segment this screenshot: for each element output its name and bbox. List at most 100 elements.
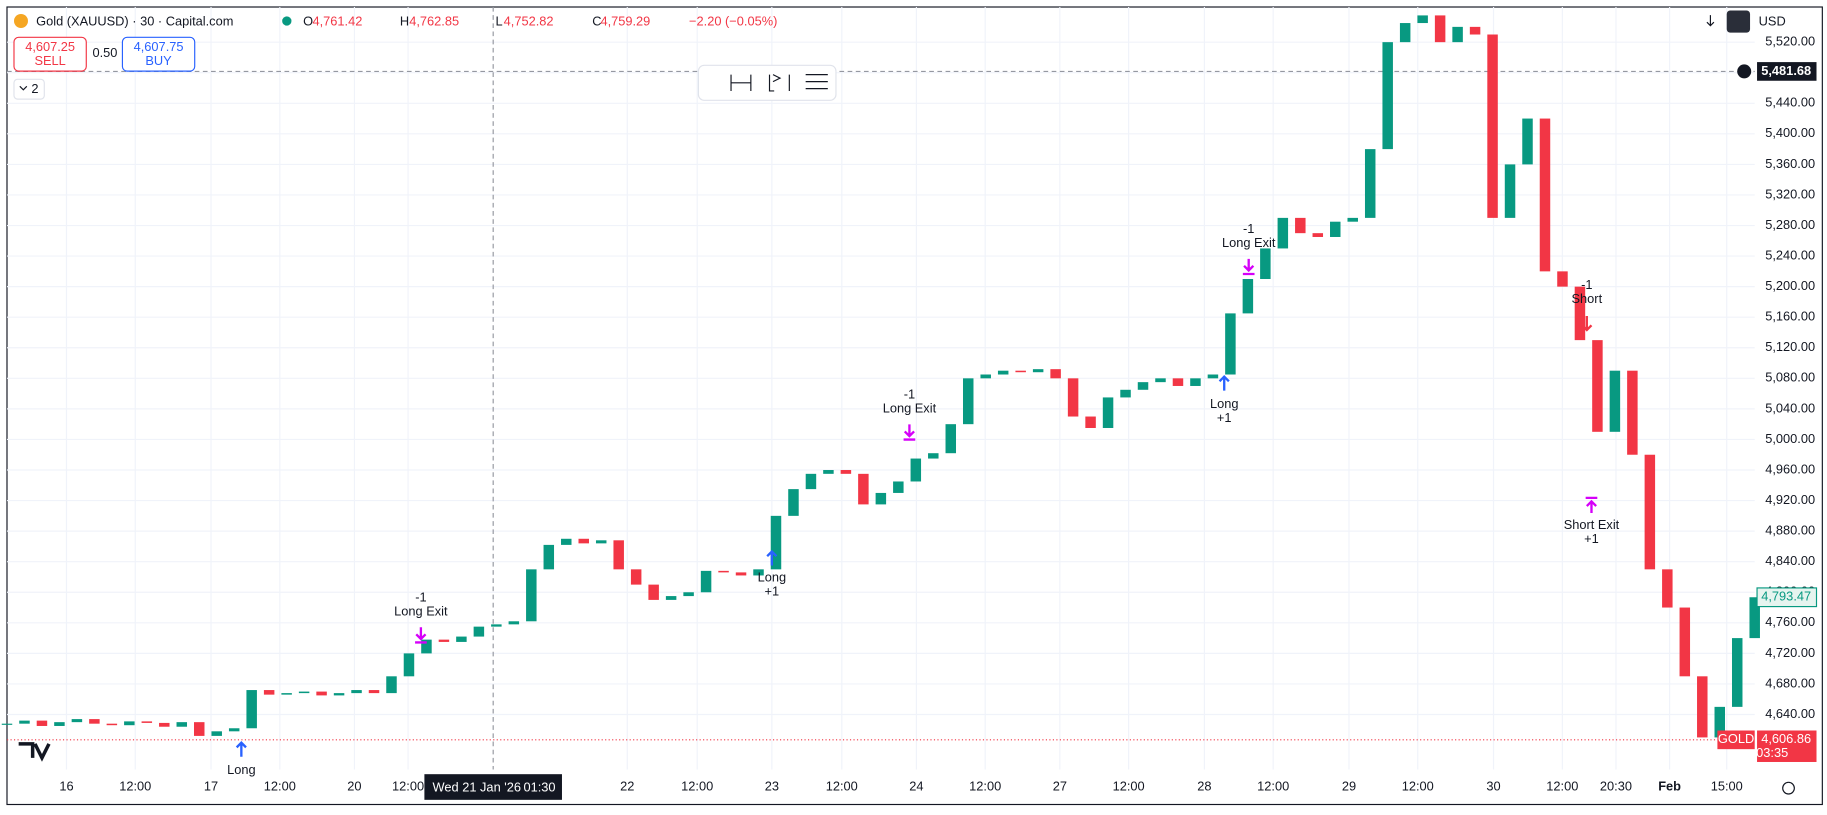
candle	[141, 721, 153, 723]
bid-symbol: GOLD	[1718, 731, 1754, 746]
candle	[1190, 378, 1201, 386]
y-tick-label: 5,240.00	[1765, 247, 1815, 262]
crosshair-date-badge	[424, 774, 562, 800]
candle	[1469, 26, 1481, 35]
candle	[910, 458, 922, 482]
x-tick-label: 20:30	[1600, 778, 1632, 793]
x-tick-label: 17	[204, 778, 218, 793]
candle	[194, 722, 205, 736]
signal-arrow	[1218, 374, 1230, 391]
currency[interactable]: USD	[1759, 14, 1786, 29]
candle	[1627, 370, 1638, 455]
candle	[1207, 374, 1219, 379]
candle	[421, 639, 432, 654]
signal-arrow	[235, 741, 247, 757]
indicator-count: 2	[31, 81, 38, 96]
candle	[211, 731, 222, 736]
indicator-toggle[interactable]	[13, 78, 45, 100]
candle	[333, 693, 345, 696]
signal-arrow	[766, 549, 778, 566]
candle	[316, 691, 327, 696]
candle	[1225, 313, 1236, 375]
candle	[54, 722, 65, 726]
candle	[805, 473, 817, 490]
candle	[543, 544, 555, 570]
candle	[962, 378, 974, 425]
candle	[71, 719, 83, 723]
candle	[980, 374, 991, 379]
y-tick-label: 5,360.00	[1765, 156, 1815, 171]
candle	[700, 570, 712, 593]
sell-label: SELL	[34, 53, 65, 68]
candle	[823, 470, 834, 474]
drawing-toolbar[interactable]	[697, 64, 837, 101]
buy-button[interactable]	[121, 36, 196, 72]
signal-label: Long	[758, 570, 787, 585]
candle	[159, 722, 170, 727]
x-tick-label: 29	[1342, 778, 1356, 793]
candle	[1679, 607, 1691, 677]
y-tick-label: 4,720.00	[1765, 645, 1815, 660]
candle	[1697, 676, 1708, 738]
ohlc-value: 4,752.82	[504, 14, 554, 29]
bid-badge	[1757, 730, 1817, 762]
add-alert	[1737, 64, 1752, 79]
signal-arrow	[903, 424, 916, 441]
candle	[683, 592, 694, 597]
scroll-button[interactable]	[1706, 15, 1715, 27]
y-tick-label: 4,880.00	[1765, 523, 1815, 538]
signal-arrow	[415, 627, 427, 644]
x-tick-label: 12:00	[1113, 778, 1145, 793]
x-tick-label: 24	[909, 778, 923, 793]
signal-arrow	[1242, 258, 1255, 276]
settings-icon[interactable]	[1782, 781, 1795, 795]
buy-label: BUY	[145, 53, 172, 68]
y-tick-label: 5,000.00	[1765, 431, 1815, 446]
y-tick-label: 5,400.00	[1765, 125, 1815, 140]
x-tick-label: 22	[620, 778, 634, 793]
signal-arrow	[1585, 496, 1598, 514]
sell-button[interactable]	[13, 36, 87, 72]
x-tick-label: 15:00	[1711, 778, 1743, 793]
candle	[1714, 706, 1726, 738]
candle	[1522, 118, 1533, 165]
candle	[1382, 42, 1393, 150]
ohlc-value: 4,762.85	[409, 14, 459, 29]
candle	[526, 569, 537, 622]
signal-label: -1	[1581, 277, 1592, 292]
brand-logo	[18, 742, 51, 762]
chevron	[19, 85, 28, 91]
y-tick-label: 4,680.00	[1765, 675, 1815, 690]
crosshair-price-badge	[1757, 62, 1817, 81]
signal-arrow	[1581, 315, 1593, 332]
candle	[36, 720, 48, 726]
candle	[298, 691, 310, 694]
candle	[1749, 597, 1760, 639]
y-tick-label: 5,080.00	[1765, 370, 1815, 385]
y-tick-label: 5,040.00	[1765, 400, 1815, 415]
candle	[1662, 569, 1673, 608]
crosshair-time: 01:30	[523, 780, 555, 795]
market-status	[282, 16, 292, 26]
candle	[1592, 340, 1603, 432]
layout-button[interactable]	[1726, 10, 1751, 33]
x-tick-label: 16	[59, 778, 73, 793]
x-tick-label: 23	[765, 778, 779, 793]
candle	[648, 584, 659, 600]
signal-label: +1	[765, 584, 780, 599]
candle	[1364, 149, 1376, 218]
candle	[438, 639, 450, 642]
candle	[578, 538, 589, 544]
buy-price: 4,607.75	[134, 39, 184, 54]
signal-label: +1	[1584, 531, 1599, 546]
last-price: 4,793.47	[1761, 589, 1811, 604]
x-tick-label: 20	[347, 778, 361, 793]
candle	[928, 453, 939, 459]
candle	[1032, 369, 1044, 373]
candle	[718, 570, 729, 573]
ohlc-key: H	[400, 14, 409, 29]
signal-label: -1	[904, 387, 915, 402]
y-tick-label: 4,640.00	[1765, 706, 1815, 721]
candle	[1, 723, 13, 725]
